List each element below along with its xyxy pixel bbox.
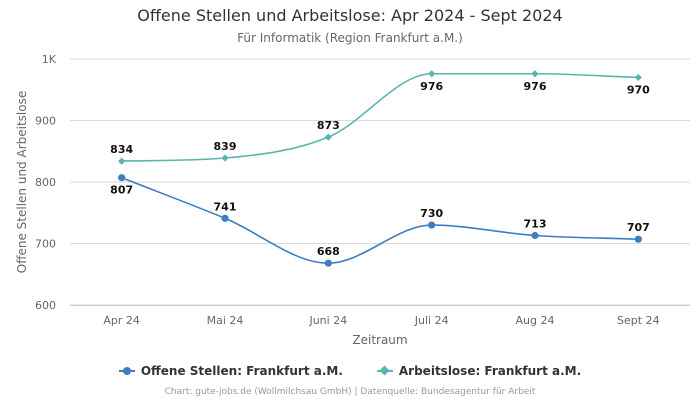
y-tick-label: 600 [35, 299, 56, 312]
data-point [634, 235, 642, 243]
data-point [324, 133, 332, 141]
data-label: 970 [627, 83, 650, 96]
data-label: 668 [317, 245, 340, 258]
data-point [634, 73, 642, 82]
y-axis-ticks: 600 700 800 900 1K [35, 53, 57, 312]
legend-diamond-marker-icon [376, 365, 393, 376]
legend-circle-marker-icon [118, 366, 135, 376]
data-label: 839 [214, 140, 237, 153]
grid-lines [70, 58, 690, 306]
x-axis-ticks: Apr 24 Mai 24 Juni 24 Juli 24 Aug 24 Sept 24 [103, 314, 659, 327]
x-axis-label: Zeitraum [352, 333, 407, 347]
data-point [531, 70, 539, 78]
data-point [118, 157, 126, 165]
series-1: 834 839 873 976 976 970 [110, 70, 650, 165]
data-point [531, 231, 539, 240]
x-tick-label: Sept 24 [617, 314, 660, 327]
chart-title: Offene Stellen und Arbeitslose: Apr 2024… [137, 6, 563, 25]
chart-credits: Chart: gute-jobs.de (Wollmilchsau GmbH) … [164, 387, 536, 397]
data-point [221, 154, 229, 162]
y-tick-label: 1K [42, 53, 57, 66]
y-axis-label: Offene Stellen und Arbeitslose [15, 91, 29, 273]
chart-subtitle: Für Informatik (Region Frankfurt a.M.) [237, 31, 463, 45]
data-label: 976 [420, 80, 443, 93]
y-tick-label: 800 [35, 176, 56, 189]
data-label: 730 [420, 207, 443, 220]
data-label: 707 [627, 221, 650, 234]
data-label: 873 [317, 119, 340, 132]
legend-item-offene-stellen[interactable]: Offene Stellen: Frankfurt a.M. [118, 364, 343, 378]
series-line [121, 176, 639, 264]
series-0: 807 741 668 730 713 707 [110, 174, 650, 267]
series-line [121, 72, 639, 162]
x-tick-label: Juli 24 [414, 314, 449, 327]
data-label: 741 [214, 200, 237, 213]
x-tick-label: Apr 24 [103, 314, 140, 327]
x-tick-label: Aug 24 [516, 314, 555, 327]
series-layer: 807 741 668 730 713 707 834 839 873 976 976 970 [110, 70, 650, 267]
legend-label: Arbeitslose: Frankfurt a.M. [398, 364, 582, 378]
data-label: 807 [110, 184, 133, 197]
data-point [324, 259, 332, 267]
data-point [428, 70, 436, 78]
data-label: 834 [110, 143, 133, 156]
legend-label: Offene Stellen: Frankfurt a.M. [140, 364, 343, 378]
chart-legend: Offene Stellen: Frankfurt a.M. Arbeitslo… [0, 364, 700, 378]
data-label: 713 [524, 218, 547, 231]
data-point [221, 214, 229, 222]
y-tick-label: 700 [35, 238, 56, 251]
y-tick-label: 900 [35, 115, 56, 128]
x-tick-label: Juni 24 [308, 314, 347, 327]
data-point [428, 221, 436, 229]
data-point [118, 174, 126, 182]
legend-item-arbeitslose[interactable]: Arbeitslose: Frankfurt a.M. [376, 364, 582, 378]
x-tick-label: Mai 24 [207, 314, 244, 327]
data-label: 976 [524, 80, 547, 93]
